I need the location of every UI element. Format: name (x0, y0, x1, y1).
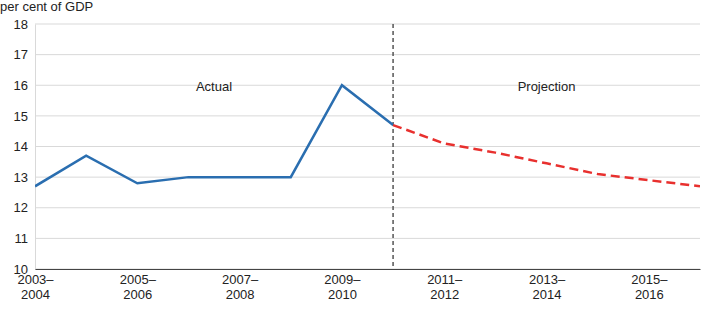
grid-line (35, 269, 700, 270)
x-tick: 2005–2006 (120, 269, 157, 302)
series-line (393, 125, 700, 186)
x-tick: 2015–2016 (631, 269, 668, 302)
y-tick-label: 18 (14, 17, 28, 32)
x-tick-label-line: 2009– (324, 272, 361, 287)
x-tick-label-line: 2011– (427, 272, 463, 287)
grid-line (35, 146, 700, 147)
y-tick-label: 16 (14, 78, 28, 93)
y-tick-label: 17 (14, 47, 28, 62)
grid (35, 24, 700, 269)
x-tick-label-line: 2005– (120, 272, 157, 287)
x-axis: 2003–2004 2005–2006 2007–2008 2009–2010 2011… (17, 269, 700, 302)
grid-line (35, 207, 700, 208)
y-tick: 18 (14, 17, 35, 32)
x-tick-label-line: 2010 (328, 287, 357, 302)
grid-line (35, 238, 700, 239)
y-tick-label: 14 (14, 139, 28, 154)
y-axis: 101112131415161718 (14, 17, 36, 277)
y-tick: 16 (14, 78, 35, 93)
x-tick-label: 2011–2012 (427, 272, 463, 302)
plot-area (35, 85, 700, 186)
grid-line (35, 24, 700, 25)
grid-line (35, 115, 700, 116)
y-axis-line (35, 25, 36, 270)
x-tick-label-line: 2013– (529, 272, 566, 287)
y-tick: 14 (14, 139, 35, 154)
x-tick-label-line: 2007– (222, 272, 259, 287)
annotation: Actual (196, 79, 232, 94)
y-tick: 17 (14, 47, 35, 62)
grid-line (35, 177, 700, 178)
y-tick-label: 15 (14, 109, 28, 124)
x-tick-label-line: 2012 (430, 287, 459, 302)
divider (392, 24, 394, 269)
x-tick-label-line: 2016 (635, 287, 664, 302)
x-tick-label-line: 2008 (226, 287, 255, 302)
x-tick-label-line: 2015– (631, 272, 668, 287)
y-tick: 11 (15, 231, 36, 246)
x-tick-label: 2013–2014 (529, 272, 566, 302)
grid-line (35, 54, 700, 55)
chart: 101112131415161718per cent of GDP2003–20… (0, 0, 720, 313)
x-tick-label: 2007–2008 (222, 272, 259, 302)
x-tick: 2009–2010 (324, 269, 361, 302)
x-tick-label: 2009–2010 (324, 272, 361, 302)
x-tick-label-line: 2003– (17, 272, 54, 287)
x-tick: 2013–2014 (529, 269, 566, 302)
x-tick-label: 2003–2004 (17, 272, 54, 302)
x-tick: 2003–2004 (17, 269, 54, 302)
x-tick-label-line: 2014 (533, 287, 562, 302)
series-line (35, 85, 393, 186)
y-tick-label: 12 (14, 200, 28, 215)
annotation: Projection (518, 79, 576, 94)
x-tick-label-line: 2004 (21, 287, 50, 302)
y-tick: 13 (14, 170, 35, 185)
y-tick-label: 11 (15, 231, 29, 246)
y-tick-label: 13 (14, 170, 28, 185)
x-tick: 2011–2012 (427, 269, 463, 302)
x-axis-line (36, 269, 701, 270)
x-tick-label: 2005–2006 (120, 272, 157, 302)
grid-line (35, 85, 700, 86)
x-tick-label-line: 2006 (123, 287, 152, 302)
y-axis-title: per cent of GDP (0, 0, 93, 14)
y-tick: 15 (14, 109, 35, 124)
y-tick: 12 (14, 200, 35, 215)
x-tick-label: 2015–2016 (631, 272, 668, 302)
x-tick: 2007–2008 (222, 269, 259, 302)
